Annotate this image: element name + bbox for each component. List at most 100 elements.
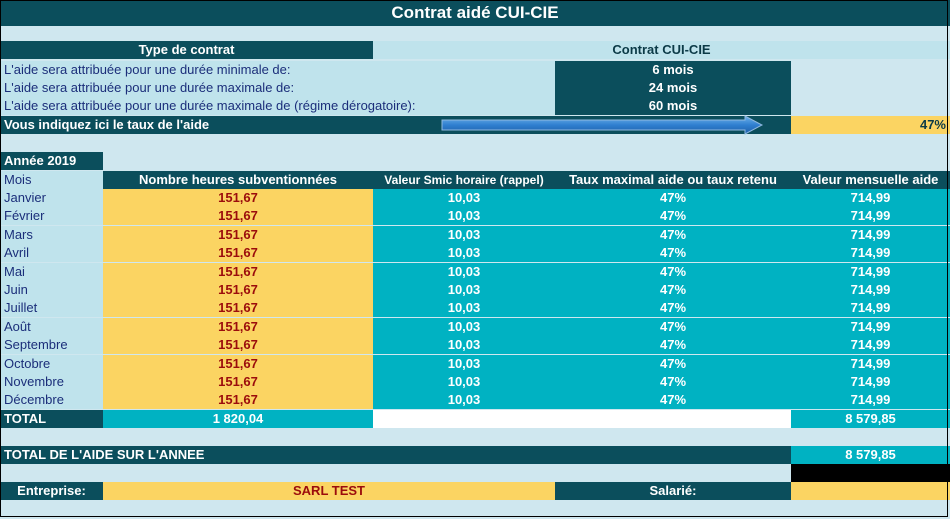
contract-type-label: Type de contrat: [0, 41, 373, 59]
hours-cell[interactable]: 151,67: [103, 225, 373, 244]
smic-cell: 10,03: [373, 207, 555, 226]
annual-total-label: TOTAL DE L'AIDE SUR L'ANNEE: [0, 446, 791, 464]
table-row: Mars 151,67 10,03 47% 714,99: [0, 225, 950, 244]
rate-cell: 47%: [555, 299, 791, 318]
monthly-cell: 714,99: [791, 354, 950, 373]
rate-cell: 47%: [555, 373, 791, 391]
monthly-cell: 714,99: [791, 336, 950, 355]
col-header-hours: Nombre heures subventionnées: [103, 171, 373, 189]
month-cell: Décembre: [0, 391, 103, 410]
page-title: Contrat aidé CUI-CIE: [0, 0, 950, 26]
rate-cell: 47%: [555, 336, 791, 355]
duration-derog-value[interactable]: 60 mois: [555, 97, 791, 115]
hours-cell[interactable]: 151,67: [103, 262, 373, 281]
total-amount: 8 579,85: [791, 410, 950, 428]
rate-cell: 47%: [555, 262, 791, 281]
duration-max-value[interactable]: 24 mois: [555, 79, 791, 97]
rate-cell: 47%: [555, 391, 791, 410]
monthly-cell: 714,99: [791, 244, 950, 263]
smic-cell: 10,03: [373, 336, 555, 355]
rate-cell: 47%: [555, 281, 791, 299]
duration-derog-label: L'aide sera attribuée pour une durée max…: [0, 97, 555, 115]
month-cell: Juillet: [0, 299, 103, 318]
month-cell: Février: [0, 207, 103, 226]
col-header-month: Mois: [0, 171, 103, 189]
table-row: Mai 151,67 10,03 47% 714,99: [0, 262, 950, 281]
table-header: Mois Nombre heures subventionnées Valeur…: [0, 171, 950, 189]
monthly-cell: 714,99: [791, 391, 950, 410]
month-cell: Mai: [0, 262, 103, 281]
black-bar: [791, 464, 950, 482]
month-cell: Juin: [0, 281, 103, 299]
month-cell: Janvier: [0, 189, 103, 207]
hours-cell[interactable]: 151,67: [103, 244, 373, 263]
monthly-cell: 714,99: [791, 225, 950, 244]
hours-cell[interactable]: 151,67: [103, 391, 373, 410]
hours-cell[interactable]: 151,67: [103, 299, 373, 318]
hours-cell[interactable]: 151,67: [103, 207, 373, 226]
smic-cell: 10,03: [373, 281, 555, 299]
duration-min-value[interactable]: 6 mois: [555, 61, 791, 79]
monthly-cell: 714,99: [791, 373, 950, 391]
table-row: Juin 151,67 10,03 47% 714,99: [0, 281, 950, 299]
annual-total-value: 8 579,85: [791, 446, 950, 464]
smic-cell: 10,03: [373, 189, 555, 207]
monthly-cell: 714,99: [791, 207, 950, 226]
monthly-cell: 714,99: [791, 281, 950, 299]
table-row: Août 151,67 10,03 47% 714,99: [0, 317, 950, 336]
table-row: Novembre 151,67 10,03 47% 714,99: [0, 373, 950, 391]
table-row: Avril 151,67 10,03 47% 714,99: [0, 244, 950, 263]
hours-cell[interactable]: 151,67: [103, 317, 373, 336]
month-cell: Avril: [0, 244, 103, 263]
monthly-cell: 714,99: [791, 299, 950, 318]
contract-type-value[interactable]: Contrat CUI-CIE: [373, 41, 950, 59]
smic-cell: 10,03: [373, 225, 555, 244]
employee-input[interactable]: [791, 482, 950, 500]
smic-cell: 10,03: [373, 262, 555, 281]
total-label: TOTAL: [0, 410, 103, 428]
rate-cell: 47%: [555, 207, 791, 226]
rate-cell: 47%: [555, 244, 791, 263]
month-cell: Novembre: [0, 373, 103, 391]
hours-cell[interactable]: 151,67: [103, 336, 373, 355]
table-row: Janvier 151,67 10,03 47% 714,99: [0, 189, 950, 207]
smic-cell: 10,03: [373, 373, 555, 391]
month-cell: Mars: [0, 225, 103, 244]
duration-min-label: L'aide sera attribuée pour une durée min…: [0, 61, 555, 79]
month-cell: Septembre: [0, 336, 103, 355]
hours-cell[interactable]: 151,67: [103, 373, 373, 391]
smic-cell: 10,03: [373, 244, 555, 263]
total-blank: [373, 410, 791, 428]
table-row: Septembre 151,67 10,03 47% 714,99: [0, 336, 950, 355]
total-hours: 1 820,04: [103, 410, 373, 428]
smic-cell: 10,03: [373, 299, 555, 318]
table-row: Février 151,67 10,03 47% 714,99: [0, 207, 950, 226]
table-row: Octobre 151,67 10,03 47% 714,99: [0, 354, 950, 373]
smic-cell: 10,03: [373, 317, 555, 336]
col-header-monthly: Valeur mensuelle aide: [791, 171, 950, 189]
monthly-cell: 714,99: [791, 317, 950, 336]
rate-cell: 47%: [555, 225, 791, 244]
company-label: Entreprise:: [0, 482, 103, 500]
aid-rate-input[interactable]: 47%: [791, 116, 950, 134]
year-label: Année 2019: [0, 152, 103, 170]
company-input[interactable]: SARL TEST: [103, 482, 555, 500]
monthly-cell: 714,99: [791, 262, 950, 281]
hours-cell[interactable]: 151,67: [103, 354, 373, 373]
duration-max-label: L'aide sera attribuée pour une durée max…: [0, 79, 555, 97]
employee-label: Salarié:: [555, 482, 791, 500]
smic-cell: 10,03: [373, 391, 555, 410]
table-total-row: TOTAL 1 820,04 8 579,85: [0, 410, 950, 428]
table-row: Décembre 151,67 10,03 47% 714,99: [0, 391, 950, 410]
rate-cell: 47%: [555, 317, 791, 336]
arrow-right-icon: [440, 115, 765, 135]
hours-cell[interactable]: 151,67: [103, 189, 373, 207]
monthly-cell: 714,99: [791, 189, 950, 207]
rate-cell: 47%: [555, 354, 791, 373]
month-cell: Août: [0, 317, 103, 336]
hours-cell[interactable]: 151,67: [103, 281, 373, 299]
table-row: Juillet 151,67 10,03 47% 714,99: [0, 299, 950, 318]
month-cell: Octobre: [0, 354, 103, 373]
rate-cell: 47%: [555, 189, 791, 207]
col-header-rate: Taux maximal aide ou taux retenu: [555, 171, 791, 189]
